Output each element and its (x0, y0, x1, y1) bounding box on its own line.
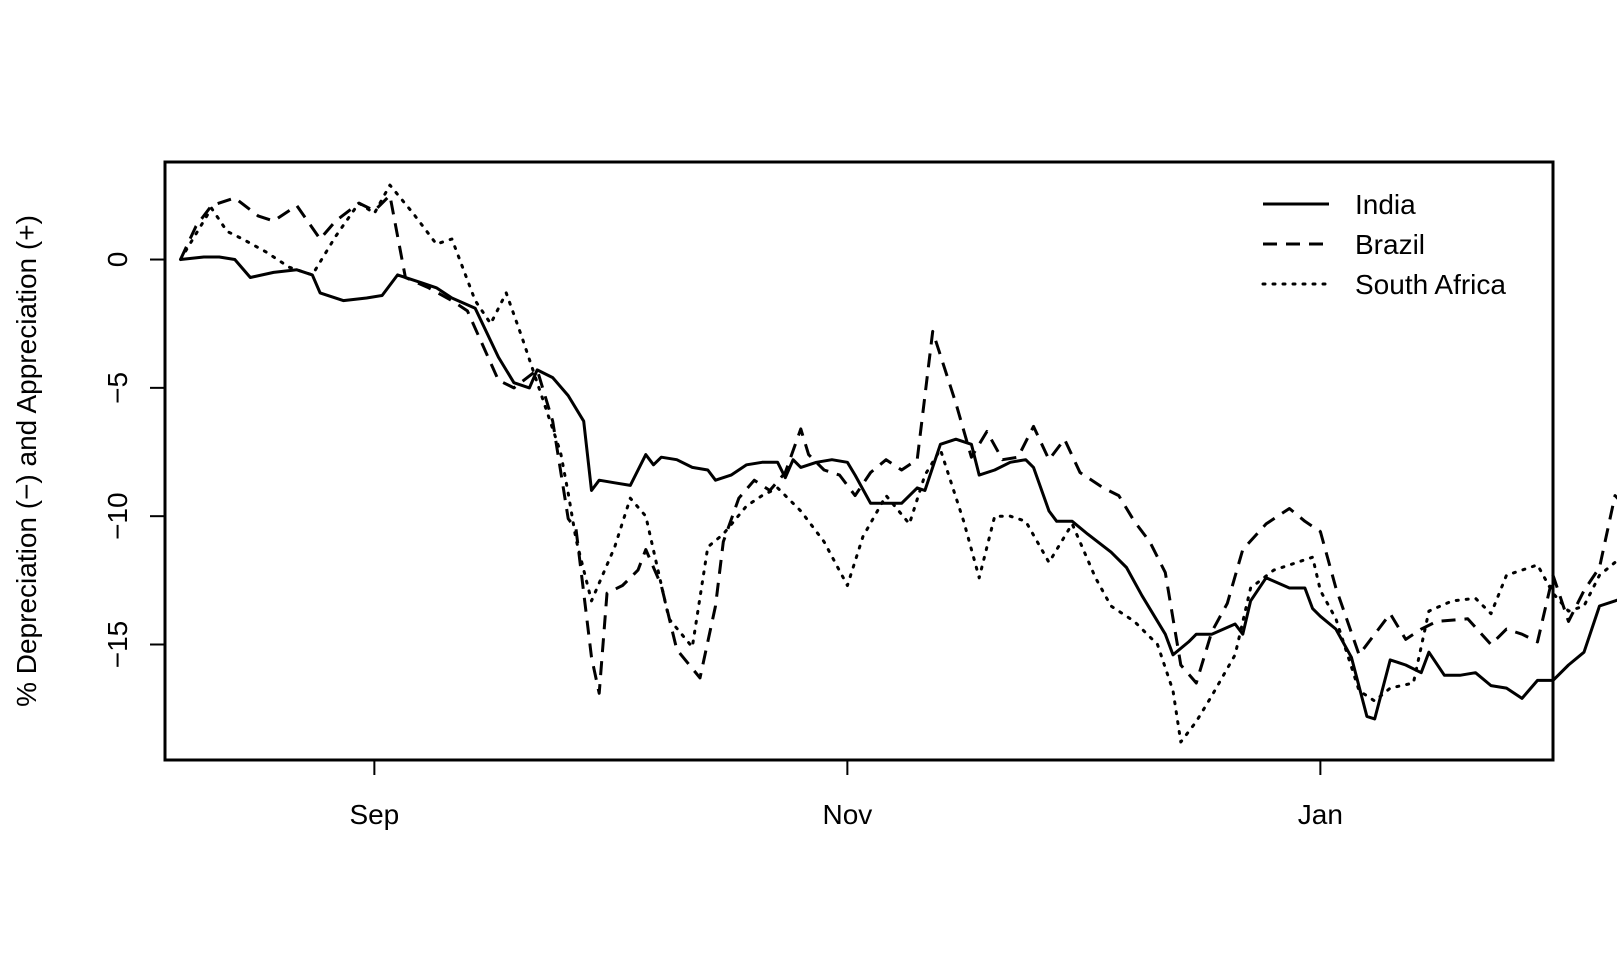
x-tick-label: Jan (1298, 799, 1343, 830)
y-axis: 0 −5 −10 −15 (102, 252, 166, 669)
series-line-brazil (179, 193, 1617, 695)
legend-label: South Africa (1355, 269, 1506, 300)
series-layer (179, 183, 1617, 744)
series-line-south-africa (179, 183, 1617, 744)
series-line-india (180, 255, 1617, 721)
plot-frame (163, 160, 1555, 762)
y-tick-label: −10 (102, 492, 133, 540)
legend: India Brazil South Africa (1261, 189, 1506, 300)
y-tick-label: −5 (102, 372, 133, 404)
legend-label: Brazil (1355, 229, 1425, 260)
x-axis: Sep Nov Jan (349, 759, 1343, 830)
x-tick-label: Nov (822, 799, 872, 830)
x-tick-label: Sep (349, 799, 399, 830)
legend-label: India (1355, 189, 1416, 220)
y-axis-label: % Depreciation (−) and Appreciation (+) (11, 215, 42, 707)
y-tick-label: −15 (102, 621, 133, 669)
y-tick-label: 0 (102, 252, 133, 268)
